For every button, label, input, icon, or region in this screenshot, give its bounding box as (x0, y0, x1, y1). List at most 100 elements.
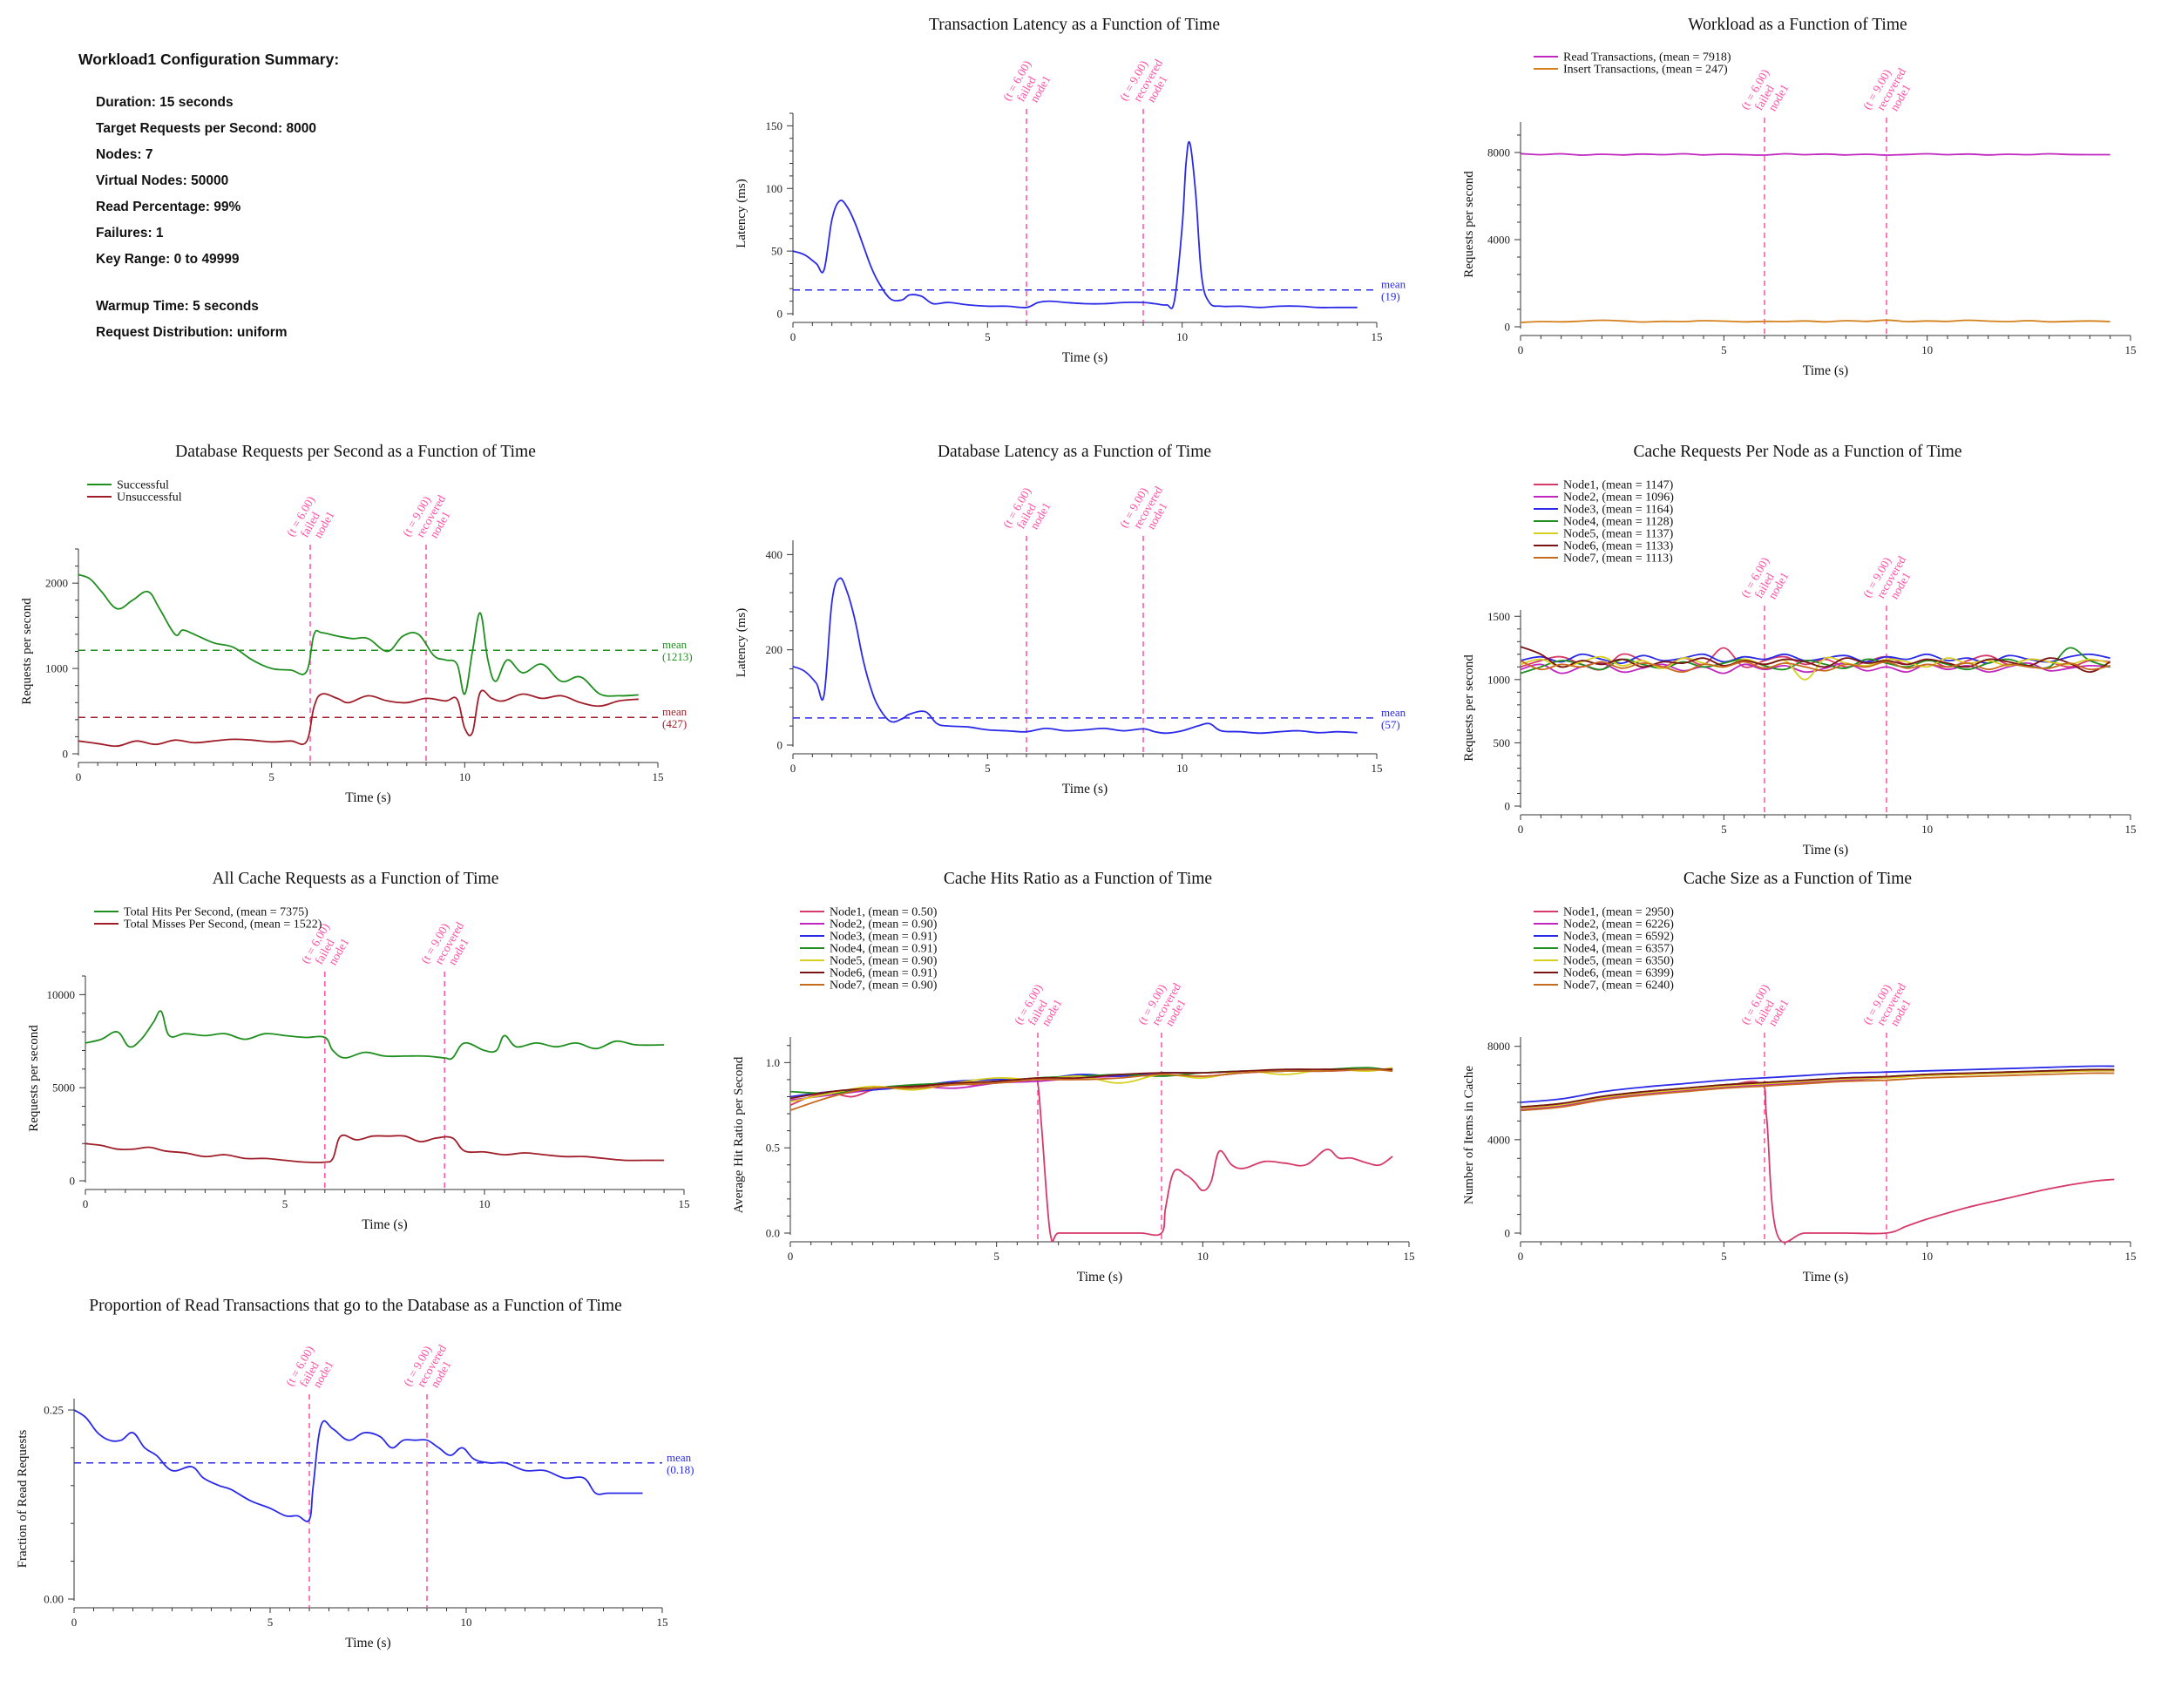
y-axis-label: Requests per second (20, 598, 34, 705)
legend-entry: Successful (117, 479, 169, 492)
y-tick-label: 0.0 (766, 1227, 780, 1240)
x-tick-label: 5 (268, 770, 274, 783)
y-tick-label: 0.00 (44, 1593, 64, 1606)
y-tick-label: 0 (70, 1175, 76, 1188)
x-axis-label: Time (s) (362, 1217, 407, 1232)
legend-entry: Node3, (mean = 0.91) (830, 931, 938, 944)
legend-entry: Node2, (mean = 6226) (1563, 918, 1674, 932)
y-tick-label: 50 (771, 245, 782, 258)
mean-label: mean (1381, 706, 1406, 719)
series-line (1520, 1068, 2115, 1108)
x-tick-label: 15 (657, 1616, 668, 1629)
summary-line: Failures: 1 (96, 226, 164, 241)
legend-entry: Node1, (mean = 2950) (1563, 906, 1674, 919)
legend-entry: Node7, (mean = 6240) (1563, 979, 1674, 993)
x-tick-label: 10 (1921, 343, 1933, 356)
x-tick-label: 10 (1176, 762, 1188, 775)
x-tick-label: 5 (1721, 343, 1727, 356)
x-tick-label: 10 (1921, 1250, 1933, 1263)
x-tick-label: 15 (679, 1197, 690, 1210)
y-tick-label: 0 (777, 739, 783, 752)
y-tick-label: 10000 (47, 988, 76, 1001)
y-axis-label: Latency (ms) (735, 179, 749, 248)
y-tick-label: 0 (777, 308, 783, 321)
series-line (1520, 1065, 2115, 1103)
y-tick-label: 2000 (45, 577, 68, 590)
series-line (1520, 660, 2110, 674)
x-tick-label: 5 (268, 1616, 274, 1629)
x-tick-label: 15 (2125, 823, 2137, 836)
x-tick-label: 5 (985, 330, 991, 343)
y-tick-label: 0 (1505, 800, 1511, 813)
y-axis-label: Number of Items in Cache (1462, 1066, 1476, 1204)
y-tick-label: 400 (766, 548, 783, 561)
x-tick-label: 10 (461, 1616, 472, 1629)
x-tick-label: 10 (1921, 823, 1933, 836)
y-tick-label: 0.5 (766, 1142, 780, 1155)
y-tick-label: 4000 (1487, 1133, 1510, 1146)
x-tick-label: 0 (790, 330, 796, 343)
legend-entry: Node3, (mean = 6592) (1563, 931, 1674, 944)
legend-entry: Node6, (mean = 6399) (1563, 967, 1674, 980)
legend-entry: Node3, (mean = 1164) (1563, 504, 1674, 517)
x-tick-label: 15 (1372, 330, 1383, 343)
series-line (78, 689, 639, 748)
legend-entry: Node5, (mean = 1137) (1563, 528, 1674, 541)
legend-entry: Node6, (mean = 1133) (1563, 540, 1674, 553)
x-tick-label: 0 (1518, 823, 1524, 836)
legend-entry: Total Hits Per Second, (mean = 7375) (124, 906, 308, 919)
x-tick-label: 15 (1372, 762, 1383, 775)
legend-entry: Read Transactions, (mean = 7918) (1563, 51, 1731, 64)
x-axis-label: Time (s) (1077, 1270, 1122, 1284)
x-tick-label: 0 (788, 1250, 794, 1263)
legend-entry: Node1, (mean = 1147) (1563, 479, 1674, 492)
x-tick-label: 10 (459, 770, 471, 783)
series-line (1520, 152, 2110, 156)
legend-entry: Node6, (mean = 0.91) (830, 967, 938, 980)
x-tick-label: 5 (1721, 823, 1727, 836)
y-tick-label: 8000 (1487, 1040, 1510, 1053)
config-summary: Workload1 Configuration Summary: Duratio… (78, 51, 688, 351)
mean-label: mean (1381, 278, 1406, 291)
y-axis-label: Average Hit Ratio per Second (732, 1056, 746, 1213)
x-axis-label: Time (s) (345, 1636, 390, 1650)
x-tick-label: 5 (985, 762, 991, 775)
x-tick-label: 0 (83, 1197, 89, 1210)
y-tick-label: 1000 (45, 662, 68, 675)
chart-title: Cache Requests Per Node as a Function of… (1634, 443, 1962, 461)
x-tick-label: 0 (1518, 1250, 1524, 1263)
legend-entry: Total Misses Per Second, (mean = 1522) (124, 918, 322, 932)
chart-title: Database Requests per Second as a Functi… (175, 443, 536, 461)
series-line (1520, 1072, 2115, 1112)
chart-title: Cache Size as a Function of Time (1683, 870, 1912, 888)
y-tick-label: 150 (766, 119, 783, 132)
legend-entry: Node4, (mean = 6357) (1563, 943, 1674, 956)
legend-entry: Node5, (mean = 0.90) (830, 955, 938, 968)
summary-line: Read Percentage: 99% (96, 200, 241, 214)
y-tick-label: 200 (766, 643, 783, 656)
mean-label: (1213) (662, 650, 693, 663)
x-tick-label: 0 (76, 770, 82, 783)
mean-label: mean (667, 1451, 692, 1464)
x-tick-label: 10 (1197, 1250, 1209, 1263)
x-tick-label: 0 (790, 762, 796, 775)
summary-title: Workload1 Configuration Summary: (78, 51, 340, 68)
y-tick-label: 1500 (1487, 610, 1510, 623)
series-line (1520, 1069, 2115, 1109)
x-tick-label: 10 (479, 1197, 491, 1210)
y-tick-label: 1000 (1487, 673, 1510, 686)
y-tick-label: 0 (63, 748, 69, 761)
mean-label: (57) (1381, 718, 1400, 731)
legend-entry: Insert Transactions, (mean = 247) (1563, 64, 1728, 77)
y-tick-label: 100 (766, 182, 783, 195)
x-tick-label: 15 (653, 770, 664, 783)
